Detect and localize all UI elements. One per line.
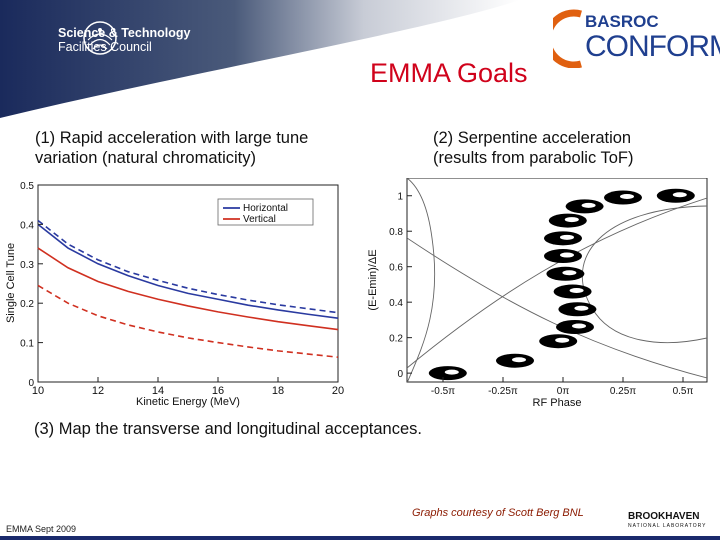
serpentine-chart-ylabel: (E-Emin)/ΔE bbox=[367, 249, 379, 310]
ytick-label: 0 bbox=[397, 369, 403, 380]
legend-box bbox=[217, 198, 314, 226]
partner-top: BASROC bbox=[585, 12, 659, 31]
org-line2: Facilities Council bbox=[58, 40, 152, 54]
bunch-marker bbox=[496, 353, 534, 368]
bunch-marker bbox=[556, 320, 594, 335]
bunch-marker bbox=[428, 366, 467, 381]
tune-chart-ylabel: Single Cell Tune bbox=[5, 243, 17, 323]
series-line-vertical-dashed bbox=[37, 284, 339, 358]
ytick-label: 0.2 bbox=[20, 299, 34, 310]
tune-chart-xlabel: Kinetic Energy (MeV) bbox=[136, 396, 240, 408]
caption-1: (1) Rapid acceleration with large tune v… bbox=[35, 128, 395, 168]
org-line1: Science & Technology bbox=[58, 26, 191, 40]
bnl-logo-subtext: NATIONAL LABORATORY bbox=[628, 523, 707, 529]
serpentine-chart: -0.5π -0.25π 0π 0.25π 0.5π 0 0.2 0.4 0.6 0.8 1 RF … bbox=[367, 178, 708, 409]
legend-label-horizontal: Horizontal bbox=[243, 203, 288, 214]
xtick-label: 10 bbox=[32, 385, 44, 397]
ytick-label: 0.5 bbox=[20, 181, 34, 192]
stfc-logo-icon bbox=[83, 21, 117, 55]
series-line-horizontal-dashed bbox=[37, 219, 339, 314]
caption-2-line2: (results from parabolic ToF) bbox=[433, 149, 634, 167]
caption-2: (2) Serpentine acceleration (results fro… bbox=[433, 128, 703, 168]
bunch-marker bbox=[604, 190, 642, 205]
xtick-label: 14 bbox=[152, 385, 164, 397]
ytick-label: 0 bbox=[28, 378, 34, 389]
footer-date: EMMA Sept 2009 bbox=[6, 524, 77, 534]
legend-label-vertical: Vertical bbox=[243, 214, 276, 225]
bunch-marker bbox=[546, 266, 585, 281]
caption-3: (3) Map the transverse and longitudinal … bbox=[34, 420, 422, 438]
ytick-label: 1 bbox=[397, 192, 403, 203]
xtick-label: 12 bbox=[92, 385, 104, 397]
graph-credit: Graphs courtesy of Scott Berg BNL bbox=[412, 507, 584, 519]
caption-1-line2: variation (natural chromaticity) bbox=[35, 149, 256, 167]
tune-chart: 10 12 14 16 18 20 0 0.1 0.2 0.3 0.4 0.5 Horizontal … bbox=[5, 181, 344, 408]
bunch-marker bbox=[544, 249, 582, 264]
ytick-label: 0.6 bbox=[389, 263, 403, 274]
xtick-label: 16 bbox=[212, 385, 224, 397]
slide-title: EMMA Goals bbox=[370, 58, 528, 88]
bunch-marker bbox=[539, 334, 578, 349]
bnl-logo-text: BROOKHAVEN bbox=[628, 511, 700, 522]
bunch-marker bbox=[548, 213, 587, 228]
xtick-label: -0.25π bbox=[488, 386, 518, 397]
bunch-marker bbox=[565, 199, 604, 214]
bunch-marker bbox=[553, 284, 592, 299]
bunch-marker bbox=[544, 231, 582, 246]
xtick-label: 0.25π bbox=[610, 386, 636, 397]
stfc-logo-text: Science & Technology Facilities Council bbox=[58, 26, 190, 54]
xtick-label: -0.5π bbox=[431, 386, 455, 397]
caption-1-line1: (1) Rapid acceleration with large tune bbox=[35, 129, 309, 147]
conform-logo-icon bbox=[553, 9, 582, 68]
tune-chart-frame bbox=[37, 184, 339, 383]
ytick-label: 0.1 bbox=[20, 339, 34, 350]
xtick-label: 0.5π bbox=[673, 386, 694, 397]
bunch-marker bbox=[656, 188, 695, 203]
footer-rule bbox=[0, 536, 720, 540]
separatrix-curves bbox=[407, 178, 707, 382]
series-line-horizontal-solid bbox=[37, 223, 339, 319]
xtick-label: 20 bbox=[332, 385, 344, 397]
ytick-label: 0.3 bbox=[20, 260, 34, 271]
legend: Horizontal Vertical bbox=[217, 198, 314, 226]
bunch-marker bbox=[558, 302, 597, 317]
header-band bbox=[0, 0, 520, 118]
xtick-label: 18 bbox=[272, 385, 284, 397]
partner-main: CONFORM bbox=[585, 30, 720, 63]
serpentine-chart-xlabel: RF Phase bbox=[533, 397, 582, 409]
ytick-label: 0.8 bbox=[389, 227, 403, 238]
ytick-label: 0.2 bbox=[389, 334, 403, 345]
caption-2-line1: (2) Serpentine acceleration bbox=[433, 129, 632, 147]
ytick-label: 0.4 bbox=[20, 220, 34, 231]
series-line-vertical-solid bbox=[37, 247, 339, 331]
xtick-label: 0π bbox=[557, 386, 570, 397]
ytick-label: 0.4 bbox=[389, 298, 403, 309]
